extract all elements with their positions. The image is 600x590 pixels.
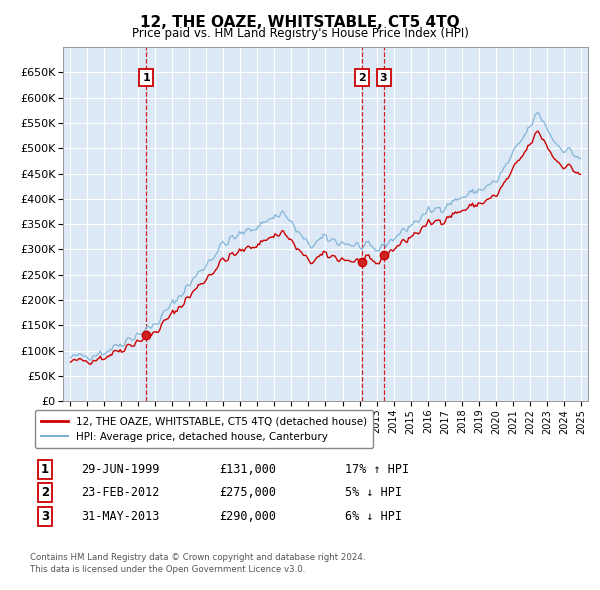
Text: 31-MAY-2013: 31-MAY-2013	[81, 510, 160, 523]
Text: This data is licensed under the Open Government Licence v3.0.: This data is licensed under the Open Gov…	[30, 565, 305, 574]
Text: 2: 2	[358, 73, 366, 83]
Text: 29-JUN-1999: 29-JUN-1999	[81, 463, 160, 476]
Text: 5% ↓ HPI: 5% ↓ HPI	[345, 486, 402, 499]
Text: 6% ↓ HPI: 6% ↓ HPI	[345, 510, 402, 523]
Text: £290,000: £290,000	[219, 510, 276, 523]
Text: 17% ↑ HPI: 17% ↑ HPI	[345, 463, 409, 476]
Text: 23-FEB-2012: 23-FEB-2012	[81, 486, 160, 499]
Text: 1: 1	[41, 463, 49, 476]
Legend: 12, THE OAZE, WHITSTABLE, CT5 4TQ (detached house), HPI: Average price, detached: 12, THE OAZE, WHITSTABLE, CT5 4TQ (detac…	[35, 411, 373, 448]
Text: 12, THE OAZE, WHITSTABLE, CT5 4TQ: 12, THE OAZE, WHITSTABLE, CT5 4TQ	[140, 15, 460, 30]
Text: 3: 3	[41, 510, 49, 523]
Text: 1: 1	[142, 73, 150, 83]
Text: £275,000: £275,000	[219, 486, 276, 499]
Text: 3: 3	[380, 73, 388, 83]
Text: £131,000: £131,000	[219, 463, 276, 476]
Text: Contains HM Land Registry data © Crown copyright and database right 2024.: Contains HM Land Registry data © Crown c…	[30, 553, 365, 562]
Text: 2: 2	[41, 486, 49, 499]
Text: Price paid vs. HM Land Registry's House Price Index (HPI): Price paid vs. HM Land Registry's House …	[131, 27, 469, 40]
